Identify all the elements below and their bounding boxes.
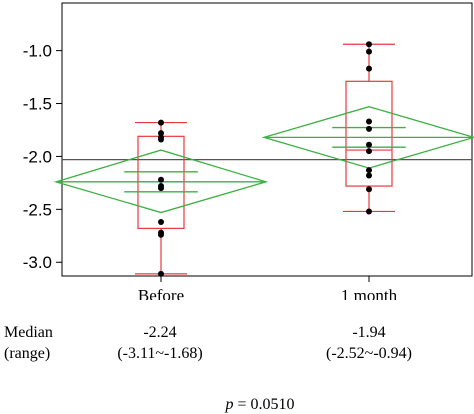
summary-group-1month: -1.94 (-2.52~-0.94) [326,322,412,364]
p-value: = 0.0510 [233,396,295,413]
data-point-before [158,185,164,192]
range-value-1month: (-2.52~-0.94) [326,345,412,362]
box-plot: -3.0 -2.5 -2.0 -1.5 -1.0 Before 1 month [23,2,474,300]
data-point-before [158,119,164,126]
y-tick-label: -2.5 [23,200,52,219]
median-value-1month: -1.94 [352,324,386,341]
data-point-before [158,176,164,183]
y-tick-label: -1.0 [23,42,52,61]
marks [53,41,474,277]
data-point-1-month [366,208,372,215]
data-point-1-month [366,41,372,48]
plot-frame [61,2,473,277]
y-tick-label: -1.5 [23,95,52,114]
y-tick-label: -2.0 [23,147,52,166]
summary-label-text: Median (range) [4,324,53,362]
data-point-1-month [366,141,372,148]
data-point-before [158,130,164,137]
data-point-1-month [366,167,372,174]
y-tick-label: -3.0 [23,253,52,272]
data-point-1-month [366,65,372,72]
data-point-1-month [366,118,372,125]
summary-group-before: -2.24 (-3.11~-1.68) [117,322,202,364]
data-point-1-month [366,48,372,55]
range-value-before: (-3.11~-1.68) [117,345,203,362]
data-point-1-month [366,172,372,179]
data-point-1-month [366,125,372,132]
data-point-1-month [366,186,372,193]
p-symbol: p [225,396,234,413]
data-point-1-month [366,148,372,155]
summary-row-label: Median (range) [4,322,53,364]
data-point-before [158,231,164,238]
data-point-before [158,136,164,143]
axes: -3.0 -2.5 -2.0 -1.5 -1.0 Before 1 month [23,2,473,300]
data-point-before [158,270,164,277]
x-tick-label-before: Before [138,286,184,300]
box-1-month [345,80,393,187]
median-value-before: -2.24 [143,324,177,341]
data-point-before [158,219,164,226]
mean-diamond-1-month [261,106,474,169]
p-value-label: p = 0.0510 [225,396,294,414]
x-tick-label-1-month: 1 month [341,286,398,300]
